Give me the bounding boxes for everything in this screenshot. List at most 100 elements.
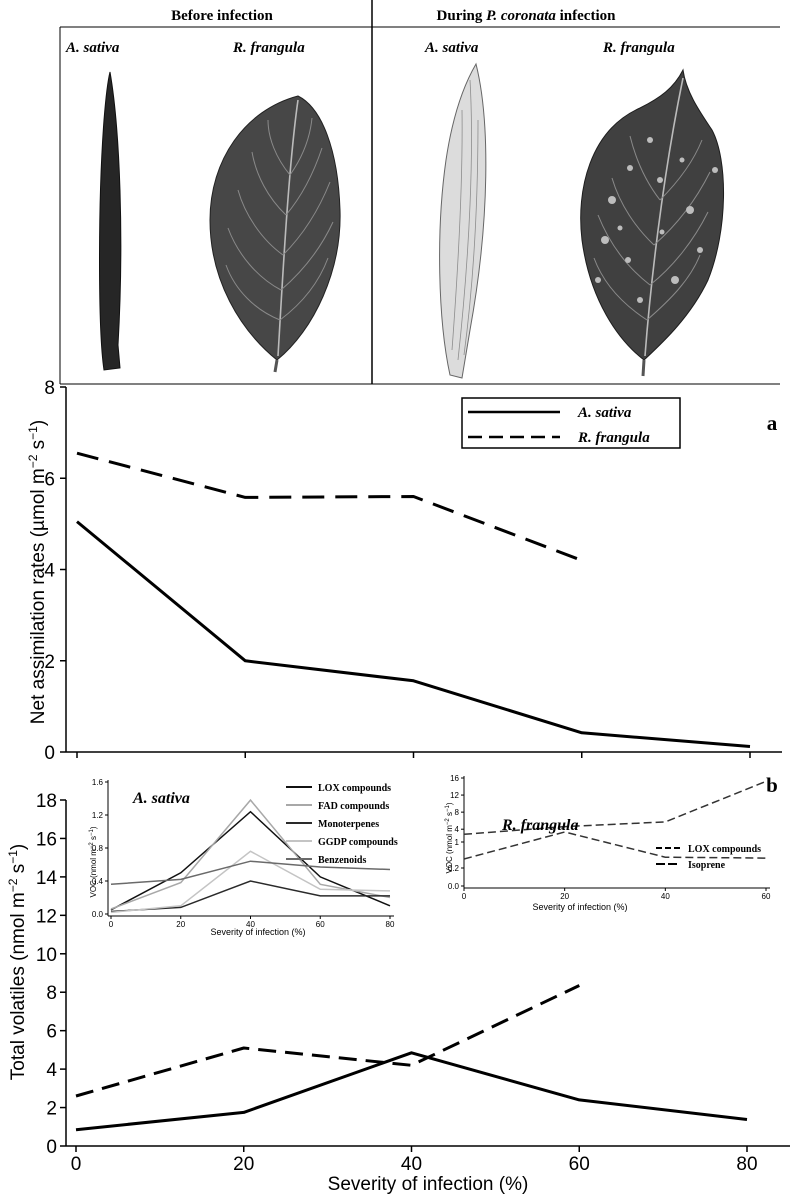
inset-a-series-line-3 [110,850,391,914]
chart-b-ylabel: Total volatiles (nmol m−2 s−1) [6,844,29,1080]
inset-a-ylabel-part-4: ) [89,826,98,829]
chart-a-series-line-0 [76,520,751,748]
inset-a-legend-entry-2: Monoterpenes [318,819,379,830]
inset-b-ylabel-part-0: VOC (nmol m [445,825,454,874]
chart-b-series-line-0 [75,1051,748,1132]
inset-b-series-line-0 [463,831,767,860]
chart-b-ytick-label: 6 [46,1022,57,1043]
inset-b-legend-entry-0: LOX compounds [688,844,761,855]
inset-a-ytick-label: 0.4 [92,877,104,886]
header-during-post: infection [556,8,616,24]
chart-a-ticks: 0 2 4 6 8 [44,378,751,764]
inset-a-legend-entry-0: LOX compounds [318,783,391,794]
inset-a-ytick-label: 0.8 [92,844,104,853]
chart-a-ylabel-part-1: −2 [26,454,40,468]
inset-a-xtick-label: 0 [109,920,114,929]
chart-b-xtick-label: 40 [401,1154,422,1175]
chart-b-ytick-label: 14 [36,868,58,889]
inset-b-ylabel: VOC (nmol m−2 s−1) [445,802,454,873]
photo-panel: Before infection During P. coronata infe… [59,0,780,385]
inset-b-ytick-label: 8 [455,808,460,817]
inset-a-legend: LOX compounds FAD compounds Monoterpenes GG… [286,783,398,866]
chart-b-xtick-label: 0 [71,1154,82,1175]
chart-b-ytick-label: 2 [46,1099,57,1120]
inset-a-xtick-label: 60 [316,920,325,929]
inset-a-legend-entry-3: GGDP compounds [318,837,398,848]
chart-a-series-line-1 [76,451,583,562]
chart-b-xtick-label: 80 [736,1154,757,1175]
inset-a-series-line-0 [110,810,391,911]
inset-b-ylabel-part-2: s [445,812,454,818]
inset-a-xtick-label: 40 [246,920,255,929]
chart-a-legend-entry-0: A. sativa [577,405,632,421]
chart-a: 0 2 4 6 8 a Net assimilation rates (µmol m−2… [26,378,782,764]
inset-b-ytick-label: 1 [455,838,460,847]
chart-a-ylabel-part-3: −1 [26,426,40,440]
inset-r-frangula: 0.0 0.2 1 4 8 12 16 0 20 40 60 R. frangula Severit… [445,772,771,922]
chart-a-series [76,451,751,748]
inset-b-xlabel: Severity of infection (%) [532,902,627,912]
chart-a-ylabel: Net assimilation rates (µmol m−2 s−1) [26,420,49,724]
inset-b-series [463,780,767,860]
inset-a-series-line-1 [110,798,391,910]
inset-a-ylabel-part-3: −1 [89,828,95,836]
chart-b-ylabel-part-3: −1 [6,850,20,864]
inset-b-xtick-label: 40 [661,892,670,901]
chart-b-ylabel-part-4: ) [8,844,29,850]
inset-a-ylabel-part-0: VOC (nmol m [89,849,98,898]
chart-b-series-line-1 [75,984,580,1098]
header-during-infection: During P. coronata infection [437,8,617,24]
chart-b-ytick-label: 10 [36,945,57,966]
leaf-buckthorn-infected [580,68,725,377]
inset-b-xtick-label: 20 [560,892,569,901]
inset-b-title: R. frangula [501,817,578,834]
chart-b-xtick-label: 60 [569,1154,590,1175]
leaf-oat-infected [439,62,487,379]
chart-a-legend-box [461,397,681,449]
chart-a-ytick-label: 2 [44,652,55,673]
inset-b-background [446,772,746,922]
inset-a-background [88,768,406,948]
inset-b-legend-entry-1: Isoprene [688,860,726,871]
inset-a-series-line-4 [110,860,391,886]
inset-a-xtick-label: 20 [176,920,185,929]
inset-b-ytick-label: 4 [455,825,460,834]
inset-a-ytick-label: 1.6 [92,778,104,787]
chart-a-ytick-label: 0 [44,743,55,764]
chart-b-ytick-label: 16 [36,829,57,850]
chart-b-series [75,984,748,1132]
chart-a-panel-label: a [767,411,778,435]
inset-a-legend-entry-4: Benzenoids [318,855,366,866]
chart-b-ylabel-part-2: s [8,864,29,879]
header-before-infection: Before infection [171,8,273,24]
header-during-pre: During [437,8,487,24]
inset-b-ytick-label: 0.0 [448,882,460,891]
inset-a-series-line-2 [110,880,390,913]
inset-a-series [110,798,391,914]
inset-a-xlabel: Severity of infection (%) [210,927,305,937]
chart-b-ylabel-part-1: −2 [6,878,20,892]
header-during-italic: P. coronata [486,8,556,24]
inset-a-ylabel-part-2: s [89,836,98,842]
inset-a-ytick-label: 1.2 [92,811,104,820]
chart-a-ylabel-part-0: Net assimilation rates (µmol m [28,468,49,724]
chart-a-legend: A. sativa R. frangula [461,397,681,449]
species-label-2: R. frangula [232,40,305,56]
inset-b-ytick-label: 12 [450,791,459,800]
species-label-4: R. frangula [602,40,675,56]
chart-b-xlabel: Severity of infection (%) [328,1174,529,1195]
chart-b-ytick-label: 18 [36,791,57,812]
chart-a-ylabel-part-2: s [28,440,49,455]
chart-a-ytick-label: 6 [44,469,55,490]
chart-a-ytick-label: 8 [44,378,55,399]
inset-b-ticks: 0.0 0.2 1 4 8 12 16 0 20 40 60 [448,774,771,901]
chart-b-panel-label: b [766,773,778,797]
chart-a-legend-entry-1: R. frangula [577,430,650,446]
species-label-1: A. sativa [65,40,120,56]
chart-b-axes [65,800,790,1147]
chart-b-ytick-label: 4 [46,1060,57,1081]
leaf-buckthorn-healthy [209,95,341,373]
